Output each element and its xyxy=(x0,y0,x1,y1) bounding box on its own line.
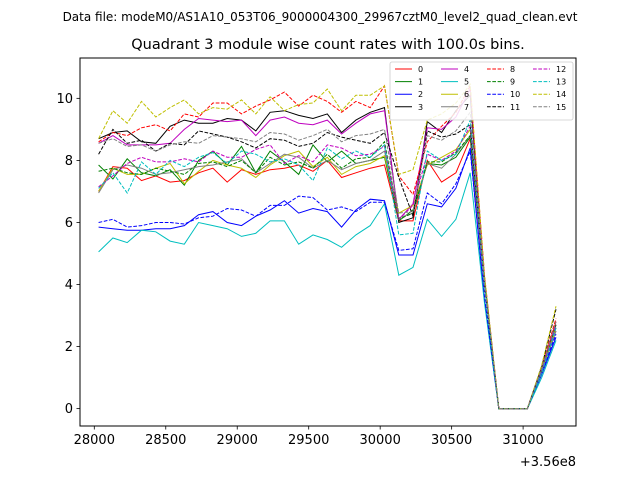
series-layer xyxy=(98,83,557,410)
series-line-10 xyxy=(98,149,557,410)
y-tick-label-5: 10 xyxy=(56,92,73,107)
legend-label-7: 7 xyxy=(464,103,469,112)
y-tick-label-3: 6 xyxy=(65,216,73,231)
suptitle: Data file: modeM0/AS1A10_053T06_90000043… xyxy=(63,10,578,24)
x-tick-label-1: 28500 xyxy=(145,433,186,448)
legend-label-11: 11 xyxy=(510,103,520,112)
legend-label-12: 12 xyxy=(556,65,566,74)
axes-frame xyxy=(79,57,577,427)
chart-title: Quadrant 3 module wise count rates with … xyxy=(131,37,525,53)
series-line-5 xyxy=(98,172,557,410)
y-tick-label-1: 2 xyxy=(65,340,73,355)
legend-label-6: 6 xyxy=(464,90,469,99)
series-line-13 xyxy=(98,119,557,410)
x-tick-label-5: 30500 xyxy=(431,433,472,448)
legend-label-4: 4 xyxy=(464,65,469,74)
legend-label-0: 0 xyxy=(418,65,423,74)
legend-label-15: 15 xyxy=(556,103,566,112)
legend-frame xyxy=(389,61,574,121)
y-tick-label-4: 8 xyxy=(65,154,73,169)
legend-label-9: 9 xyxy=(510,78,515,87)
plot-area: 28000 28500 29000 29500 30000 30500 31000 0 2 4 6… xyxy=(56,57,577,470)
x-tick-label-4: 30000 xyxy=(359,433,400,448)
legend-label-2: 2 xyxy=(418,90,423,99)
legend-label-14: 14 xyxy=(556,90,566,99)
x-axis-offset-label: +3.56e8 xyxy=(520,455,576,470)
legend-label-10: 10 xyxy=(510,90,520,99)
legend-label-8: 8 xyxy=(510,65,515,74)
y-tick-label-2: 4 xyxy=(65,278,73,293)
x-tick-label-0: 28000 xyxy=(74,433,115,448)
y-axis: 0 2 4 6 8 10 xyxy=(56,92,80,417)
x-tick-label-2: 29000 xyxy=(217,433,258,448)
legend-label-3: 3 xyxy=(418,103,423,112)
legend-label-5: 5 xyxy=(464,78,469,87)
y-tick-label-0: 0 xyxy=(65,402,73,417)
legend-label-13: 13 xyxy=(556,78,566,87)
series-line-15 xyxy=(98,110,557,410)
series-line-14 xyxy=(98,83,557,410)
x-tick-label-6: 31000 xyxy=(502,433,543,448)
x-axis: 28000 28500 29000 29500 30000 30500 31000 xyxy=(74,426,544,448)
x-tick-label-3: 29500 xyxy=(288,433,329,448)
legend-label-1: 1 xyxy=(418,78,423,87)
series-line-8 xyxy=(98,84,557,410)
